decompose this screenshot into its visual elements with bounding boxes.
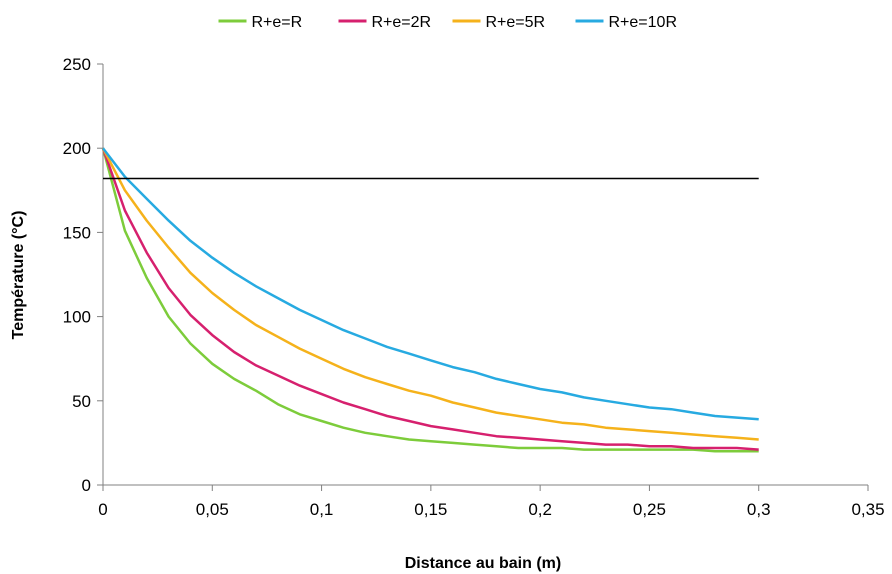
series-line-r-e-2r <box>101 147 759 451</box>
y-tick-label: 150 <box>63 223 91 242</box>
legend-item: R+e=10R <box>575 14 678 31</box>
y-tick-label: 200 <box>63 139 91 158</box>
y-axis-title: Température (°C) <box>10 211 27 340</box>
series-line-r-e-r <box>101 147 759 453</box>
x-tick-label: 0,2 <box>528 500 552 519</box>
legend-label: R+e=2R <box>372 14 432 31</box>
x-tick-label: 0,25 <box>633 500 666 519</box>
legend-label: R+e=R <box>252 14 303 31</box>
x-axis-ticks: 0 0,05 0,1 0,15 0,2 0,25 0,3 0,35 <box>98 485 885 519</box>
series-layer <box>101 147 759 453</box>
y-tick-label: 250 <box>63 55 91 74</box>
x-tick-label: 0 <box>98 500 107 519</box>
y-tick-label: 50 <box>72 392 91 411</box>
x-tick-label: 0,35 <box>851 500 884 519</box>
x-tick-label: 0,3 <box>747 500 771 519</box>
y-axis-ticks: 0 50 100 150 200 250 <box>63 55 103 495</box>
legend: R+e=R R+e=2R R+e=5R R+e=10R <box>218 14 678 31</box>
legend-label: R+e=5R <box>486 14 546 31</box>
legend-item: R+e=2R <box>338 14 432 31</box>
x-tick-label: 0,1 <box>310 500 334 519</box>
series-line-r-e-10r <box>102 147 759 421</box>
legend-label: R+e=10R <box>609 14 678 31</box>
x-axis-title: Distance au bain (m) <box>405 555 561 572</box>
y-tick-label: 0 <box>82 476 91 495</box>
x-tick-label: 0,05 <box>196 500 229 519</box>
x-tick-label: 0,15 <box>414 500 447 519</box>
legend-item: R+e=5R <box>452 14 546 31</box>
series-line-r-e-5r <box>101 147 759 441</box>
y-tick-label: 100 <box>63 308 91 327</box>
legend-item: R+e=R <box>218 14 303 31</box>
